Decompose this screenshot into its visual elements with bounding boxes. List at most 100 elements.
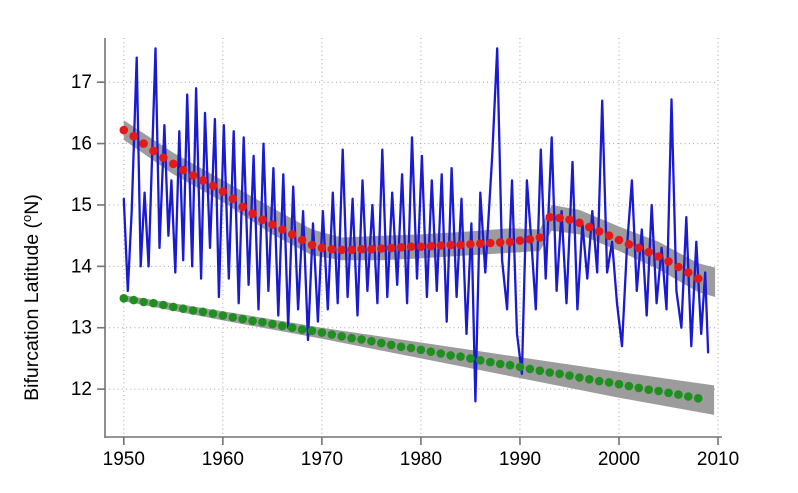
smoothed-dot — [119, 125, 129, 135]
trend-dot — [297, 325, 307, 334]
x-tick-label: 2000 — [598, 449, 640, 470]
trend-dot — [377, 338, 386, 348]
y-tick-label: 15 — [71, 195, 92, 216]
smoothed-dot — [416, 242, 426, 251]
smoothed-dot — [525, 235, 535, 244]
smoothed-dot — [208, 181, 218, 191]
x-tick-label: 1970 — [301, 449, 343, 470]
smoothed-dot — [674, 262, 683, 272]
series-dots — [119, 125, 703, 403]
axes — [97, 38, 722, 445]
trend-dot — [604, 378, 614, 387]
trend-dot — [198, 307, 208, 317]
trend-dot — [278, 321, 287, 331]
trend-dot — [188, 306, 198, 315]
trend-dot — [406, 343, 416, 353]
smoothed-dot — [624, 240, 634, 249]
trend-dot — [228, 313, 238, 322]
trend-dot — [594, 376, 604, 386]
smoothed-dot — [693, 274, 703, 283]
smoothed-dot — [297, 235, 307, 245]
smoothed-annual-bifurcation-latitude-dots — [119, 125, 703, 283]
trend-dot — [614, 379, 624, 389]
x-tick-label: 1980 — [400, 449, 442, 470]
smoothed-dot — [446, 240, 455, 250]
y-tick-label: 12 — [71, 379, 92, 400]
x-tick-label: 1960 — [202, 449, 244, 470]
raw-series-line — [122, 47, 710, 403]
trend-dot — [129, 295, 138, 305]
trend-dot — [654, 386, 663, 396]
smoothed-dot — [654, 252, 663, 261]
smoothed-dot — [486, 238, 495, 248]
trend-dot — [624, 381, 634, 391]
trend-dot — [416, 345, 426, 355]
smoothed-dot — [268, 220, 277, 229]
smoothed-dot — [664, 257, 673, 266]
smoothed-dot — [337, 245, 347, 255]
smoothed-dot — [238, 202, 247, 212]
smoothed-dot — [634, 243, 644, 253]
smoothed-dot — [188, 171, 198, 180]
trend-dot — [476, 356, 485, 365]
axis-labels: 1950 1960 1970 1980 1990 2000 2010 12 13 14 15 16 17… — [19, 72, 739, 470]
trend-dot — [505, 360, 515, 370]
smoothed-dot — [278, 225, 287, 234]
smoothed-dot — [228, 194, 238, 204]
smoothed-dot — [139, 139, 148, 148]
trend-dot — [139, 297, 148, 307]
smoothed-dot — [159, 153, 168, 162]
trend-dot — [684, 392, 693, 401]
trend-dot — [357, 335, 366, 344]
trend-dot — [327, 330, 337, 339]
smoothed-dot — [406, 242, 416, 251]
trend-dot — [258, 317, 267, 327]
smoothed-dot — [396, 243, 406, 252]
trend-dot — [545, 368, 554, 377]
smoothed-dot — [198, 176, 208, 185]
raw-bifurcation-latitude-line — [122, 47, 710, 403]
smoothed-dot — [287, 230, 297, 239]
trend-dot — [119, 294, 129, 303]
smoothed-dot — [327, 244, 337, 254]
smoothed-dot — [357, 244, 366, 254]
trend-dot — [396, 342, 406, 352]
smoothed-dot — [545, 212, 554, 222]
smoothed-dot — [426, 241, 436, 251]
smoothed-dot — [178, 165, 188, 175]
smoothed-dot — [248, 209, 257, 218]
trend-dot — [337, 332, 347, 341]
smoothed-dot — [476, 239, 485, 248]
smoothed-dot — [169, 159, 178, 169]
trend-dot — [287, 323, 297, 333]
trend-dot — [565, 371, 574, 380]
y-tick-label: 17 — [71, 72, 92, 93]
trend-dot — [555, 369, 564, 379]
trend-dot — [218, 311, 228, 320]
trend-dot — [515, 362, 525, 372]
trend-dot — [674, 390, 683, 399]
y-tick-label: 14 — [71, 256, 93, 277]
x-tick-label: 2010 — [697, 449, 739, 470]
smoothed-dot — [317, 243, 327, 253]
smoothed-dot — [565, 215, 574, 224]
smoothed-dot — [436, 241, 446, 250]
smoothed-dot — [129, 131, 138, 141]
smoothed-dot — [555, 213, 564, 223]
smoothed-dot — [684, 268, 693, 277]
x-tick-label: 1990 — [499, 449, 541, 470]
trend-dot — [525, 364, 535, 374]
trend-dot — [436, 349, 446, 358]
trend-dot — [268, 319, 277, 329]
smoothed-dot — [377, 244, 386, 253]
trend-dot — [634, 383, 644, 393]
trend-dot — [575, 373, 584, 382]
trend-dot — [495, 359, 505, 369]
trend-dot — [693, 394, 703, 403]
x-tick-label: 1950 — [103, 449, 145, 470]
trend-dot — [426, 347, 436, 357]
smoothed-dot — [594, 227, 604, 236]
trend-dot — [664, 388, 673, 398]
trend-dot — [367, 336, 376, 346]
